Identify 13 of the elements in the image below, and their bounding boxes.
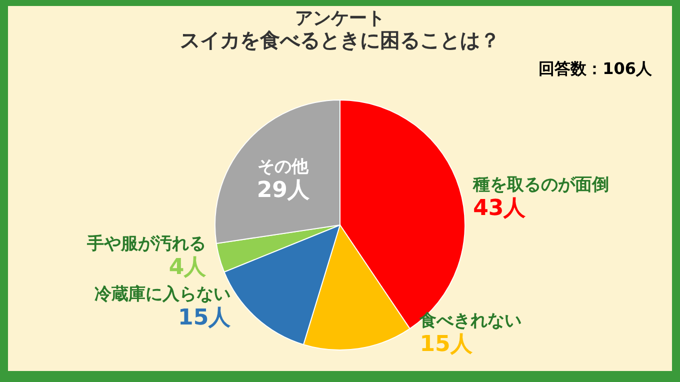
chart-title: アンケート (295, 8, 385, 29)
data-label: 43人 (473, 196, 527, 221)
slice-label: その他 (258, 157, 310, 178)
slice-label: 種を取るのが面倒 (472, 174, 610, 195)
slice-label: 冷蔵庫に入らない (94, 284, 231, 304)
text: 回答数：106人 (538, 59, 653, 78)
slice-label: 手や服が汚れる (86, 234, 206, 254)
data-label: 15人 (178, 305, 232, 330)
data-label: 4人 (168, 255, 208, 280)
chart-subtitle: スイカを食べるときに困ることは？ (180, 28, 500, 52)
data-label: 29人 (256, 178, 310, 204)
slice-label: 食べきれない (418, 311, 522, 332)
data-label: 15人 (420, 332, 474, 358)
